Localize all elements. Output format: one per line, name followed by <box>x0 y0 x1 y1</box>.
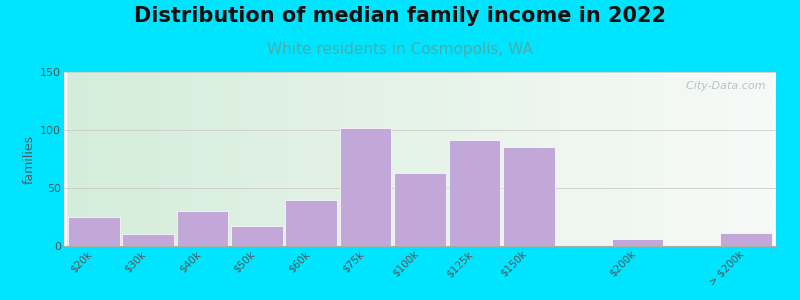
Bar <box>122 234 174 246</box>
Y-axis label: families: families <box>23 134 36 184</box>
Bar <box>503 147 554 246</box>
Bar <box>611 239 663 246</box>
Text: City-Data.com: City-Data.com <box>679 81 766 91</box>
Text: White residents in Cosmopolis, WA: White residents in Cosmopolis, WA <box>267 42 533 57</box>
Bar <box>340 128 391 246</box>
Bar <box>231 226 282 246</box>
Bar <box>449 140 500 246</box>
Bar <box>177 211 229 246</box>
Text: Distribution of median family income in 2022: Distribution of median family income in … <box>134 6 666 26</box>
Bar <box>68 217 120 246</box>
Bar <box>286 200 337 246</box>
Bar <box>720 233 772 246</box>
Bar <box>394 173 446 246</box>
